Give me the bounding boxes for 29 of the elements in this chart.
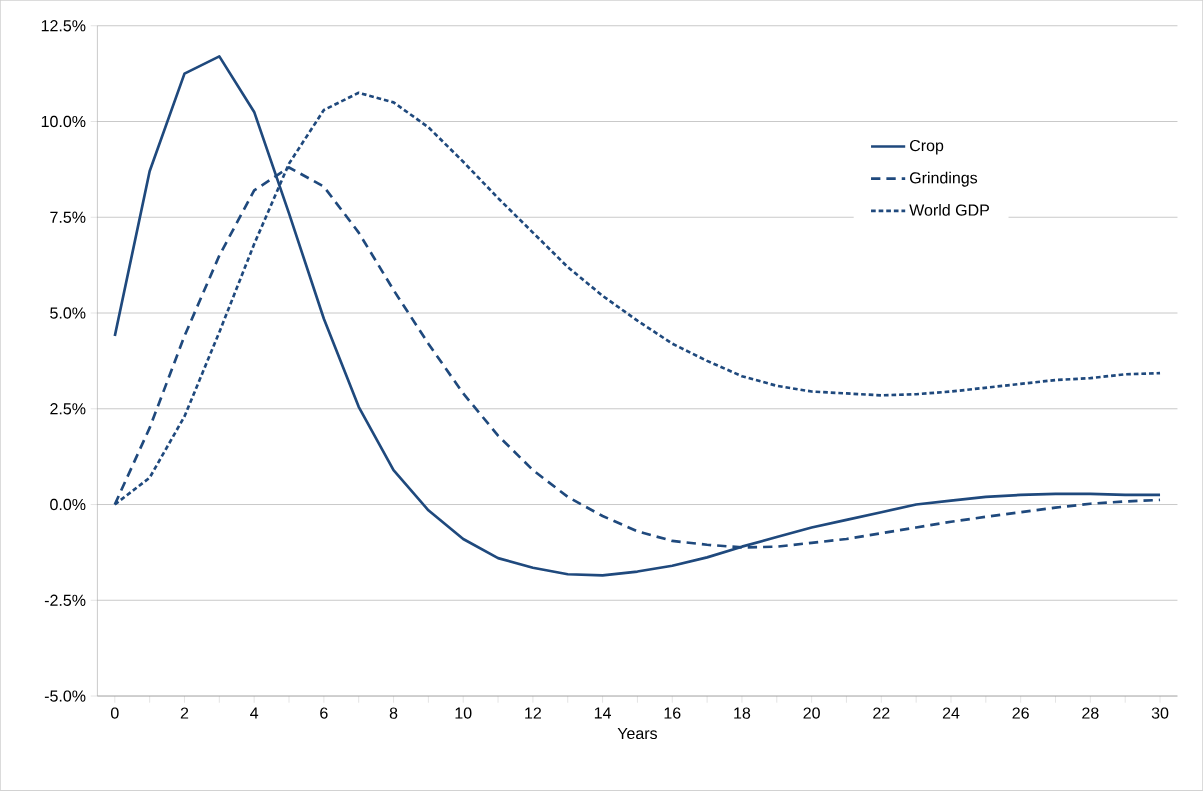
x-tick-label: 28	[1082, 707, 1099, 719]
x-tick-label: 30	[1151, 707, 1169, 719]
x-tick-label: 14	[594, 707, 612, 719]
x-tick-label: 0	[110, 707, 119, 719]
x-tick-label: 22	[873, 707, 890, 719]
x-axis-title: Years	[617, 728, 658, 740]
x-tick-label: 18	[734, 707, 751, 719]
y-tick-label: 0.0%	[50, 498, 86, 511]
x-tick-label: 12	[525, 707, 541, 719]
line-series	[113, 55, 1162, 577]
y-tick-label: -5.0%	[44, 690, 86, 702]
y-tick-label: 7.5%	[50, 211, 86, 223]
x-tick-label: 8	[389, 707, 398, 719]
y-tick-label: -2.5%	[44, 594, 86, 607]
y-tick-label: 10.0%	[41, 115, 86, 128]
x-tick-label: 2	[180, 707, 189, 719]
x-tick-label: 20	[803, 707, 820, 719]
y-tick-label: 5.0%	[50, 307, 86, 319]
legend-label: Crop	[910, 139, 944, 155]
x-tick-label: 10	[455, 707, 472, 719]
x-tick-label: 4	[250, 707, 259, 719]
x-tick-label: 6	[320, 707, 328, 719]
legend-label: Grindings	[909, 171, 978, 187]
x-tick-label: 26	[1012, 707, 1029, 719]
x-tick-label: 16	[664, 707, 681, 719]
x-tick-label: 24	[942, 707, 960, 719]
legend-label: World GDP	[909, 204, 989, 216]
y-tick-label: 2.5%	[50, 403, 86, 415]
y-tick-label: 12.5%	[41, 20, 86, 32]
